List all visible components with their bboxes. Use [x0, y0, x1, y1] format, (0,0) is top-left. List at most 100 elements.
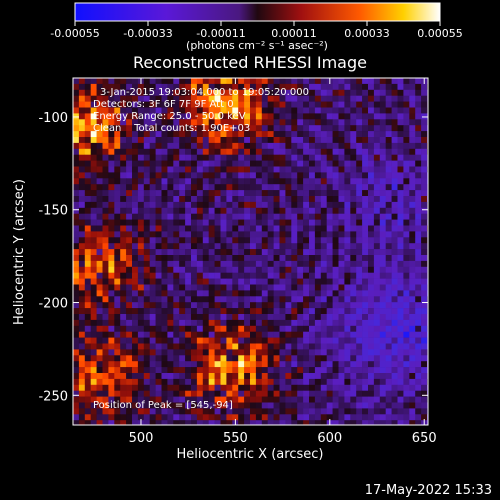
heatmap-cell [332, 113, 339, 120]
heatmap-cell [297, 219, 304, 226]
heatmap-cell [285, 219, 292, 226]
heatmap-cell [108, 107, 115, 114]
heatmap-cell [368, 178, 375, 185]
heatmap-cell [202, 225, 209, 232]
heatmap-cell [244, 196, 251, 203]
heatmap-cell [261, 314, 268, 321]
heatmap-cell [226, 237, 233, 244]
heatmap-cell [244, 325, 251, 332]
heatmap-cell [273, 89, 280, 96]
heatmap-cell [179, 325, 186, 332]
heatmap-cell [120, 255, 127, 262]
heatmap-cell [84, 119, 91, 126]
heatmap-cell [261, 201, 268, 209]
heatmap-cell [149, 349, 156, 356]
heatmap-cell [167, 107, 174, 114]
heatmap-cell [161, 278, 168, 285]
heatmap-cell [143, 396, 150, 403]
heatmap-cell [397, 78, 404, 85]
heatmap-cell [320, 119, 327, 126]
heatmap-cell [226, 83, 233, 91]
heatmap-cell [326, 308, 333, 315]
heatmap-cell [344, 249, 351, 256]
y-tick-label: -250 [38, 389, 68, 404]
heatmap-cell [250, 378, 257, 386]
heatmap-cell [73, 166, 80, 173]
heatmap-cell [385, 278, 392, 285]
heatmap-cell [149, 231, 156, 238]
heatmap-cell [114, 384, 121, 391]
heatmap-cell [344, 125, 351, 132]
heatmap-cell [421, 337, 428, 344]
heatmap-cell [391, 367, 398, 374]
heatmap-cell [344, 373, 351, 380]
heatmap-cell [102, 319, 109, 327]
heatmap-cell [255, 213, 263, 220]
heatmap-cell [149, 219, 156, 226]
heatmap-cell [320, 137, 327, 144]
heatmap-cell [196, 125, 204, 132]
heatmap-cell [226, 137, 233, 144]
heatmap-cell [238, 266, 245, 273]
heatmap-cell [273, 95, 280, 102]
heatmap-cell [220, 331, 227, 338]
heatmap-cell [185, 237, 192, 244]
heatmap-cell [344, 260, 351, 268]
heatmap-cell [208, 278, 215, 285]
heatmap-cell [279, 337, 286, 344]
heatmap-cell [261, 172, 268, 179]
heatmap-cell [421, 207, 428, 214]
heatmap-cell [303, 314, 310, 321]
heatmap-cell [356, 142, 363, 150]
heatmap-cell [102, 367, 109, 374]
heatmap-cell [238, 325, 245, 332]
heatmap-cell [126, 420, 133, 425]
heatmap-cell [338, 290, 345, 297]
heatmap-cell [344, 343, 351, 350]
heatmap-cell [196, 278, 204, 285]
heatmap-cell [108, 178, 115, 185]
heatmap-cell [132, 160, 139, 167]
heatmap-cell [191, 231, 198, 238]
heatmap-cell [84, 83, 91, 91]
heatmap-cell [415, 148, 422, 155]
heatmap-cell [267, 89, 274, 96]
heatmap-cell [161, 384, 168, 391]
heatmap-cell [137, 290, 145, 297]
heatmap-cell [279, 160, 286, 167]
heatmap-cell [362, 131, 369, 138]
heatmap-cell [173, 266, 180, 273]
heatmap-cell [379, 331, 386, 338]
heatmap-cell [149, 272, 156, 279]
heatmap-cell [102, 107, 109, 114]
heatmap-cell [350, 95, 357, 102]
y-tick-label: -200 [38, 297, 68, 312]
heatmap-cell [78, 78, 86, 85]
heatmap-cell [350, 207, 357, 214]
heatmap-cell [84, 284, 91, 291]
heatmap-cell [255, 125, 263, 132]
heatmap-cell [208, 107, 215, 114]
heatmap-cell [350, 213, 357, 220]
heatmap-cell [96, 231, 103, 238]
heatmap-cell [332, 378, 339, 386]
heatmap-cell [108, 331, 115, 338]
heatmap-cell [285, 420, 292, 425]
heatmap-cell [350, 231, 357, 238]
heatmap-cell [421, 384, 428, 391]
heatmap-cell [279, 131, 286, 138]
heatmap-cell [73, 414, 80, 421]
heatmap-cell [132, 255, 139, 262]
heatmap-cell [303, 384, 310, 391]
heatmap-cell [149, 160, 156, 167]
heatmap-cell [373, 154, 381, 161]
heatmap-cell [226, 131, 233, 138]
heatmap-cell [208, 207, 215, 214]
heatmap-cell [368, 243, 375, 250]
heatmap-cell [403, 190, 410, 197]
heatmap-cell [261, 154, 268, 161]
heatmap-cell [326, 390, 333, 397]
heatmap-cell [303, 201, 310, 209]
heatmap-cell [261, 384, 268, 391]
heatmap-cell [326, 231, 333, 238]
